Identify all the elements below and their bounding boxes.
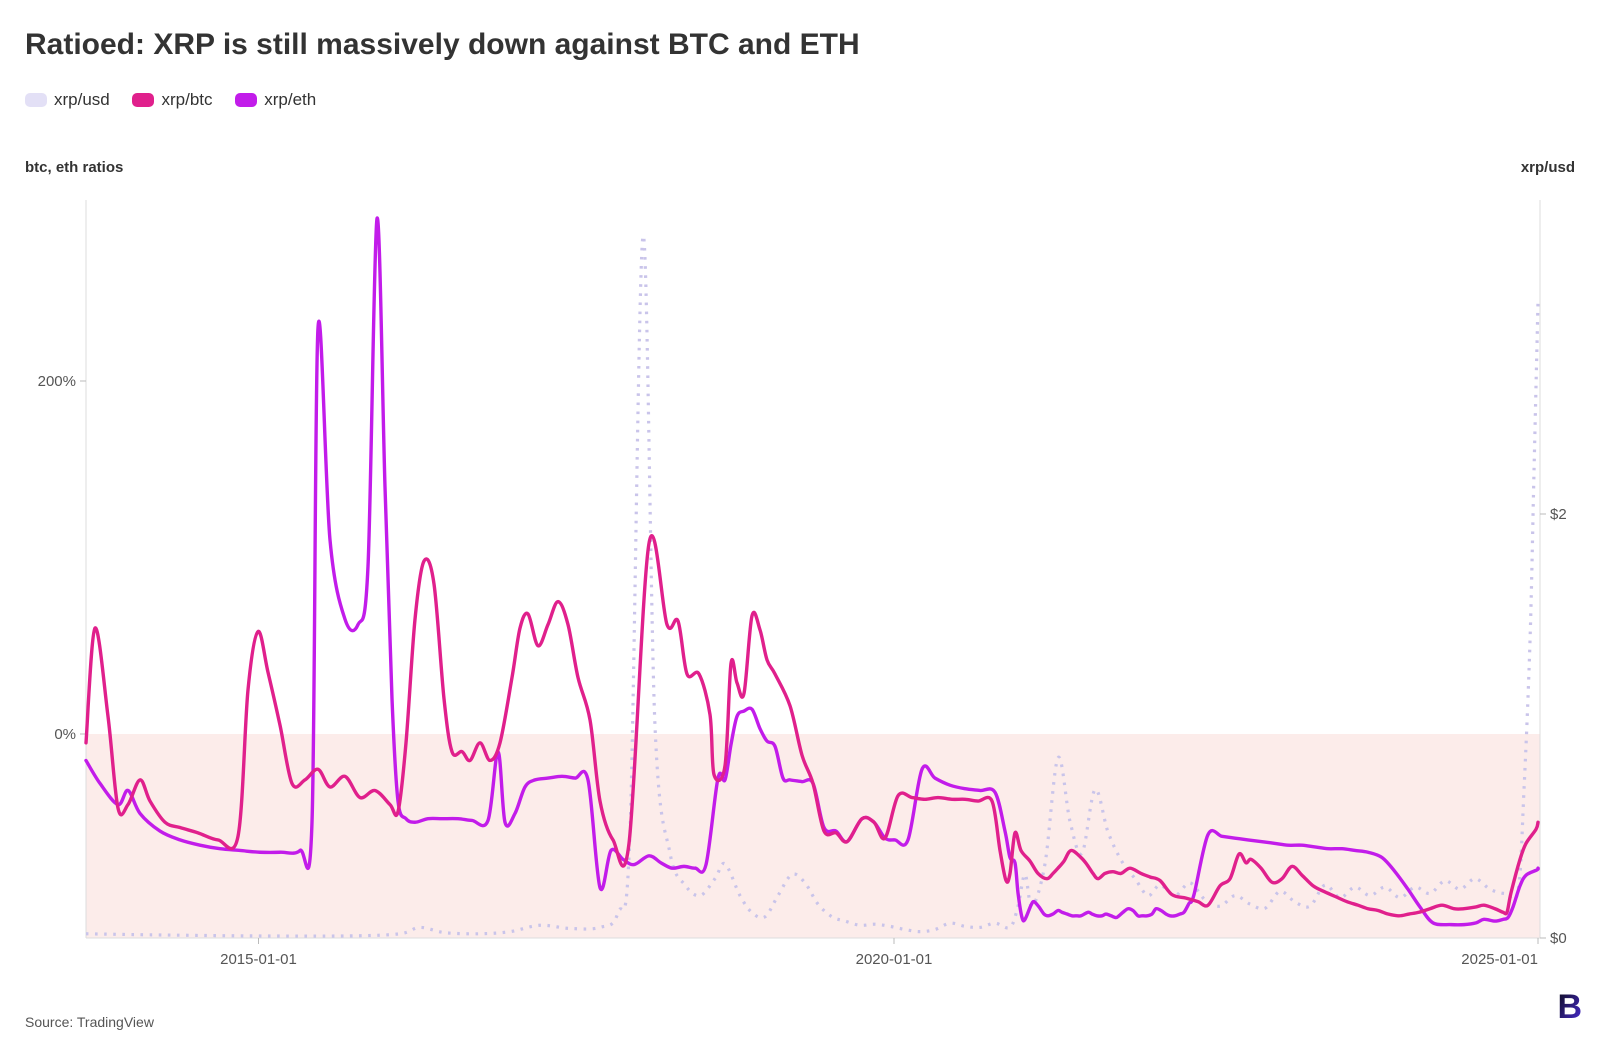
svg-text:2025-01-01: 2025-01-01 <box>1461 951 1538 968</box>
svg-text:2020-01-01: 2020-01-01 <box>856 951 933 968</box>
svg-text:$0: $0 <box>1550 930 1567 947</box>
svg-text:$2: $2 <box>1550 506 1567 523</box>
svg-text:2015-01-01: 2015-01-01 <box>220 951 297 968</box>
svg-text:0%: 0% <box>54 726 76 743</box>
svg-text:200%: 200% <box>38 373 76 390</box>
